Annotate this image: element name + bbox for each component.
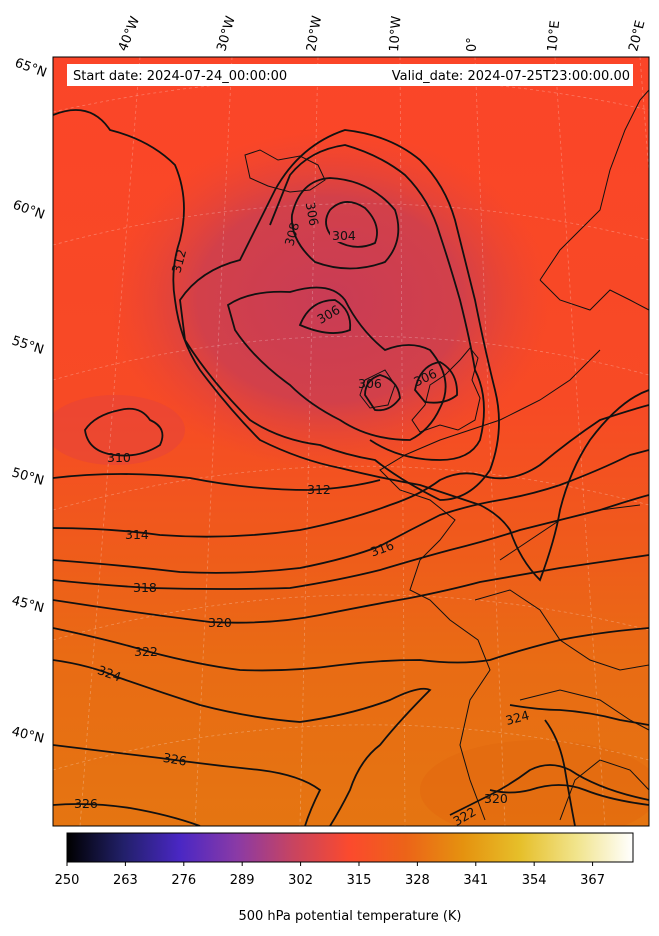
colorbar-tick-label: 354 [522, 873, 547, 888]
colorbar-tick-label: 328 [405, 873, 430, 888]
temperature-field: 304 306 306 306 306 308 310 312 312 314 … [53, 57, 649, 826]
lat-label: 45°N [10, 593, 46, 616]
lon-label: 40°W [116, 14, 143, 53]
colorbar-label: 500 hPa potential temperature (K) [238, 909, 461, 924]
contour-label: 326 [74, 796, 98, 811]
latitude-labels: 65°N 60°N 55°N 50°N 45°N 40°N [10, 56, 49, 747]
contour-label: 304 [332, 228, 356, 243]
lat-label: 60°N [11, 198, 47, 223]
lat-label: 50°N [10, 465, 46, 488]
contour-label: 320 [484, 791, 508, 806]
lon-label: 10°W [387, 15, 404, 52]
start-date: Start date: 2024-07-24_00:00:00 [73, 69, 287, 84]
colorbar-tick-label: 302 [288, 873, 313, 888]
colorbar-tick-label: 250 [55, 873, 80, 888]
contour-label: 306 [303, 201, 322, 227]
date-header: Start date: 2024-07-24_00:00:00 Valid_da… [67, 64, 633, 86]
lon-label: 20°W [304, 15, 325, 53]
colorbar-tick-label: 263 [113, 873, 138, 888]
longitude-labels: 40°W 30°W 20°W 10°W 0° 10°E 20°E [116, 14, 649, 53]
contour-label: 312 [169, 248, 190, 275]
colorbar-tick-label: 341 [463, 873, 488, 888]
contour-label: 326 [162, 750, 188, 769]
colorbar: 250 263 276 289 302 315 328 341 354 367 500 hPa p… [55, 832, 634, 924]
lon-label: 0° [465, 37, 480, 52]
contour-label: 310 [107, 450, 131, 465]
contour-label: 312 [307, 482, 331, 497]
contour-label: 320 [208, 615, 232, 630]
contour-label: 322 [134, 644, 158, 659]
colorbar-tick-label: 289 [230, 873, 255, 888]
colorbar-gradient [66, 832, 634, 863]
lat-label: 65°N [13, 56, 49, 81]
contour-label: 314 [125, 527, 149, 542]
lat-label: 40°N [10, 724, 45, 746]
contour-label: 306 [358, 376, 382, 391]
colorbar-tick-label: 276 [171, 873, 196, 888]
colorbar-tick-label: 367 [580, 873, 605, 888]
contour-lines [53, 109, 649, 826]
contour-label: 324 [504, 707, 531, 728]
colorbar-tick-label: 315 [347, 873, 372, 888]
colorbar-ticks: 250 263 276 289 302 315 328 341 354 367 [55, 862, 605, 888]
valid-date: Valid_date: 2024-07-25T23:00:00.00 [392, 69, 630, 84]
graticule [53, 57, 649, 826]
lat-label: 55°N [10, 334, 46, 358]
contour-label: 318 [133, 580, 157, 595]
coastlines [244, 89, 649, 821]
contour-label: 308 [282, 221, 303, 248]
lon-label: 20°E [626, 19, 648, 53]
lon-label: 10°E [545, 20, 563, 53]
map-frame [52, 56, 650, 827]
lon-label: 30°W [214, 14, 238, 53]
